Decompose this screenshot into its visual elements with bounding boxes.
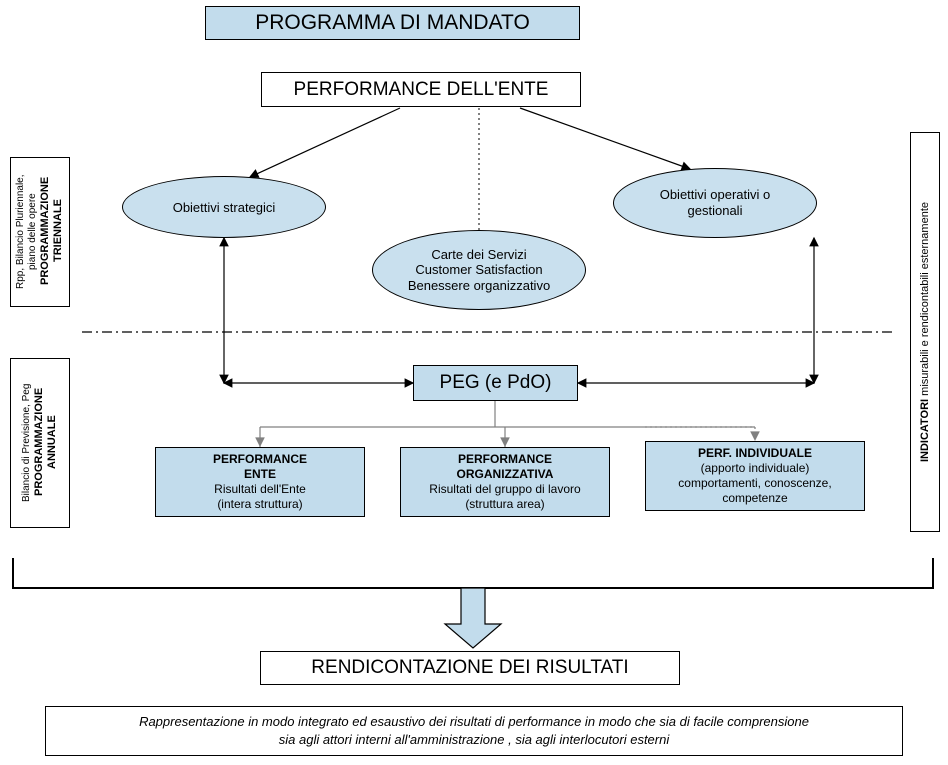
perf-ind-l3: comportamenti, conoscenze, (678, 476, 831, 491)
ellipse-middle-l2: Customer Satisfaction (415, 262, 542, 278)
perf-org-l1: PERFORMANCE (458, 452, 552, 467)
perf-ente-box: PERFORMANCE ENTE Risultati dell'Ente (in… (155, 447, 365, 517)
side-left-top-sub: Rpp, Bilancio Pluriennale, piano delle o… (15, 175, 38, 290)
diagram-canvas: PROGRAMMA DI MANDATO PERFORMANCE DELL'EN… (0, 0, 948, 765)
peg-label: PEG (e PdO) (440, 372, 552, 394)
ellipse-strategic-label: Obiettivi strategici (173, 200, 276, 215)
side-left-top: Rpp, Bilancio Pluriennale, piano delle o… (10, 157, 70, 307)
perf-org-l2: ORGANIZZATIVA (457, 467, 554, 482)
edge-sub-to-operational (520, 108, 690, 169)
side-left-top-bold: PROGRAMMAZIONE TRIENNALE (39, 177, 65, 285)
perf-ente-l2: ENTE (244, 467, 276, 482)
footer-l2: sia agli attori interni all'amministrazi… (279, 731, 669, 749)
ellipse-middle-l3: Benessere organizzativo (408, 278, 550, 294)
footer-box: Rappresentazione in modo integrato ed es… (45, 706, 903, 756)
perf-ind-box: PERF. INDIVIDUALE (apporto individuale) … (645, 441, 865, 511)
header-bar: PROGRAMMA DI MANDATO (205, 6, 580, 40)
perf-org-box: PERFORMANCE ORGANIZZATIVA Risultati del … (400, 447, 610, 517)
ellipse-operational-l2: gestionali (688, 203, 743, 219)
ellipse-operational-l1: Obiettivi operativi o (660, 187, 771, 203)
subheader-box: PERFORMANCE DELL'ENTE (261, 72, 581, 107)
block-arrow-icon (445, 588, 501, 648)
perf-org-l3: Risultati del gruppo di lavoro (429, 482, 580, 497)
bracket (13, 558, 933, 588)
edge-sub-to-strategic (250, 108, 400, 177)
header-title: PROGRAMMA DI MANDATO (255, 11, 530, 35)
rendicontazione-box: RENDICONTAZIONE DEI RISULTATI (260, 651, 680, 685)
ellipse-strategic: Obiettivi strategici (122, 176, 326, 238)
ellipse-middle: Carte dei Servizi Customer Satisfaction … (372, 230, 586, 310)
perf-ind-l1: PERF. INDIVIDUALE (698, 446, 812, 461)
perf-ente-l4: (intera struttura) (217, 497, 302, 512)
side-left-bottom-bold: PROGRAMMAZIONE ANNUALE (33, 388, 59, 496)
side-left-bottom: Bilancio di Previsione, Peg PROGRAMMAZIO… (10, 358, 70, 528)
side-right: INDICATORI misurabili e rendicontabili e… (910, 132, 940, 532)
side-left-bottom-sub: Bilancio di Previsione, Peg (21, 384, 32, 502)
perf-ente-l3: Risultati dell'Ente (214, 482, 306, 497)
peg-box: PEG (e PdO) (413, 365, 578, 401)
rendicontazione-title: RENDICONTAZIONE DEI RISULTATI (311, 657, 628, 679)
perf-ind-l2: (apporto individuale) (701, 461, 810, 476)
side-right-label: INDICATORI misurabili e rendicontabili e… (919, 202, 931, 462)
perf-org-l4: (struttura area) (465, 497, 544, 512)
perf-ente-l1: PERFORMANCE (213, 452, 307, 467)
ellipse-middle-l1: Carte dei Servizi (431, 247, 526, 263)
perf-ind-l4: competenze (722, 491, 787, 506)
footer-l1: Rappresentazione in modo integrato ed es… (139, 713, 809, 731)
subheader-title: PERFORMANCE DELL'ENTE (294, 79, 549, 101)
ellipse-operational: Obiettivi operativi o gestionali (613, 168, 817, 238)
